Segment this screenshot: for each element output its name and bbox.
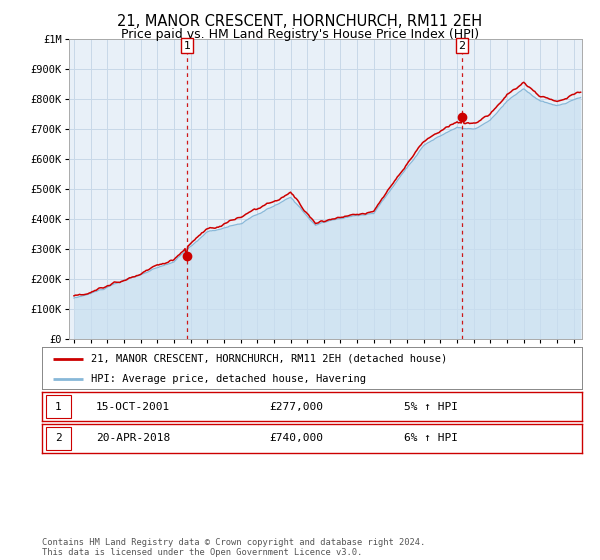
Text: £740,000: £740,000: [269, 433, 323, 444]
Text: 1: 1: [184, 41, 191, 51]
Text: 21, MANOR CRESCENT, HORNCHURCH, RM11 2EH (detached house): 21, MANOR CRESCENT, HORNCHURCH, RM11 2EH…: [91, 354, 447, 364]
Text: 6% ↑ HPI: 6% ↑ HPI: [404, 433, 458, 444]
Text: 21, MANOR CRESCENT, HORNCHURCH, RM11 2EH: 21, MANOR CRESCENT, HORNCHURCH, RM11 2EH: [118, 14, 482, 29]
Text: Contains HM Land Registry data © Crown copyright and database right 2024.
This d: Contains HM Land Registry data © Crown c…: [42, 538, 425, 557]
Text: 20-APR-2018: 20-APR-2018: [96, 433, 170, 444]
Text: 15-OCT-2001: 15-OCT-2001: [96, 402, 170, 412]
FancyBboxPatch shape: [46, 427, 71, 450]
Text: Price paid vs. HM Land Registry's House Price Index (HPI): Price paid vs. HM Land Registry's House …: [121, 28, 479, 41]
Text: HPI: Average price, detached house, Havering: HPI: Average price, detached house, Have…: [91, 374, 365, 384]
Text: £277,000: £277,000: [269, 402, 323, 412]
Text: 2: 2: [55, 433, 62, 444]
Text: 5% ↑ HPI: 5% ↑ HPI: [404, 402, 458, 412]
Text: 1: 1: [55, 402, 62, 412]
Text: 2: 2: [458, 41, 466, 51]
FancyBboxPatch shape: [46, 395, 71, 418]
